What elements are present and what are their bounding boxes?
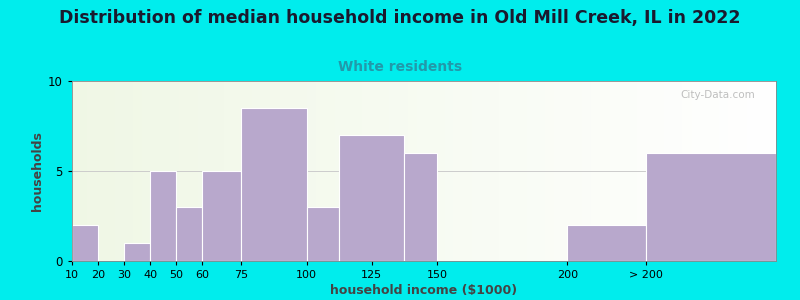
Bar: [646, 153, 776, 261]
Bar: [405, 153, 437, 261]
X-axis label: household income ($1000): household income ($1000): [330, 284, 518, 297]
Text: City-Data.com: City-Data.com: [680, 90, 755, 100]
Bar: [72, 225, 98, 261]
Text: Distribution of median household income in Old Mill Creek, IL in 2022: Distribution of median household income …: [59, 9, 741, 27]
Bar: [202, 171, 242, 261]
Bar: [339, 135, 405, 261]
Bar: [150, 171, 176, 261]
Bar: [124, 243, 150, 261]
Bar: [306, 207, 339, 261]
Bar: [176, 207, 202, 261]
Bar: [567, 225, 646, 261]
Text: White residents: White residents: [338, 60, 462, 74]
Bar: [242, 108, 306, 261]
Y-axis label: households: households: [31, 131, 44, 211]
